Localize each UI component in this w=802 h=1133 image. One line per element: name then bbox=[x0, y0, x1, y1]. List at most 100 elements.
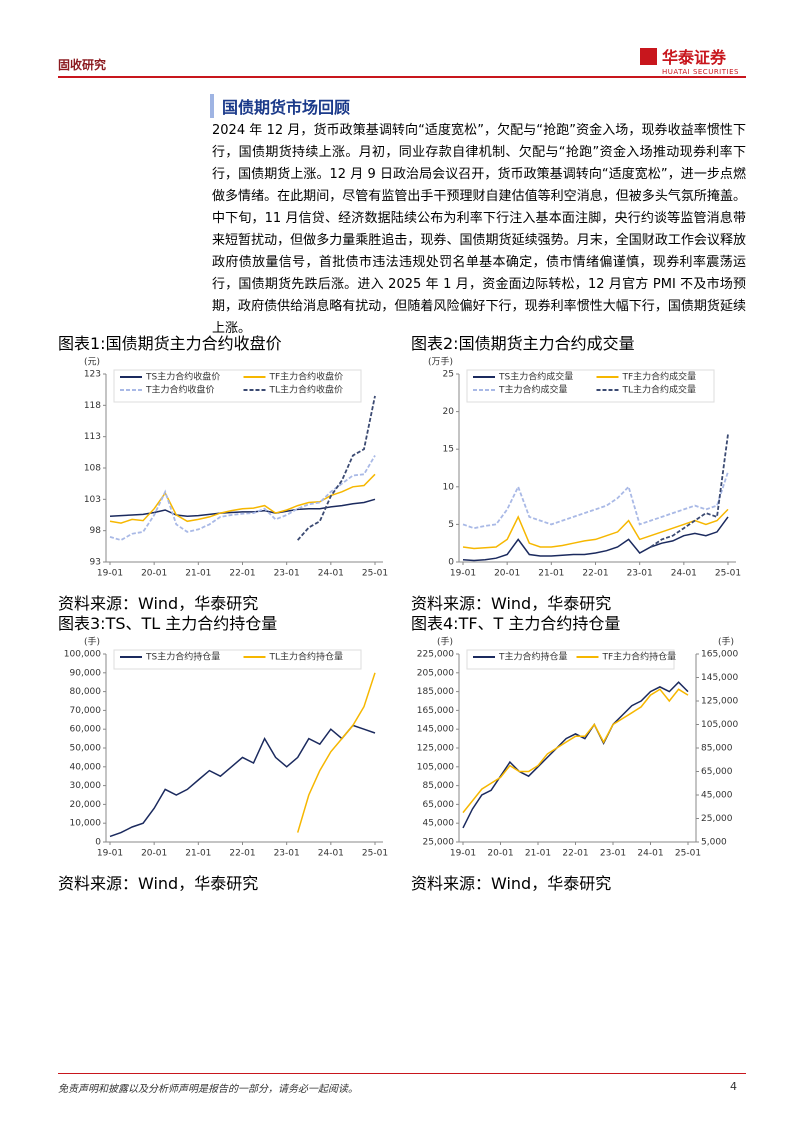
series-line bbox=[462, 681, 689, 829]
x-tick-label: 25-01 bbox=[362, 569, 388, 579]
y-tick-label: 90,000 bbox=[70, 668, 102, 678]
legend-label: TL主力合约收盘价 bbox=[269, 384, 344, 396]
y-tick-label: 60,000 bbox=[70, 725, 102, 735]
y-tick-label: 205,000 bbox=[417, 668, 454, 678]
body-text: 2024 年 12 月，货币政策基调转向“适度宽松”，欠配与“抢跑”资金入场，现… bbox=[212, 123, 746, 336]
y-unit: (手) bbox=[437, 636, 453, 648]
logo: 华泰证券 HUATAI SECURITIES bbox=[640, 44, 739, 76]
series-line bbox=[296, 672, 376, 833]
legend-box bbox=[466, 649, 675, 670]
series-line bbox=[462, 688, 689, 814]
chart-title: TS、TL 主力合约持仓量 bbox=[105, 614, 278, 633]
y-tick-label: 0 bbox=[95, 838, 101, 848]
chart-label: 图表2: bbox=[411, 334, 459, 353]
legend-box bbox=[113, 369, 362, 403]
legend-label: TS主力合约持仓量 bbox=[145, 651, 220, 663]
section-title: 国债期货市场回顾 bbox=[210, 94, 350, 118]
x-tick-label: 20-01 bbox=[487, 849, 513, 859]
chart-label: 图表1: bbox=[58, 334, 106, 353]
footer-rule bbox=[58, 1073, 746, 1074]
x-tick-label: 24-01 bbox=[671, 569, 697, 579]
chart-title: 国债期货主力合约收盘价 bbox=[105, 334, 282, 353]
header-section: 固收研究 bbox=[58, 58, 107, 72]
chart-source: 资料来源：Wind，华泰研究 bbox=[58, 594, 259, 613]
x-tick-label: 21-01 bbox=[185, 849, 211, 859]
series-line bbox=[109, 473, 376, 524]
legend-label: T主力合约成交量 bbox=[498, 384, 568, 396]
series-line bbox=[650, 434, 729, 548]
legend-label: T主力合约收盘价 bbox=[145, 384, 215, 396]
x-tick-label: 23-01 bbox=[274, 569, 300, 579]
y2-tick-label: 65,000 bbox=[701, 767, 733, 777]
x-tick-label: 19-01 bbox=[97, 849, 123, 859]
legend-label: TF主力合约收盘价 bbox=[269, 371, 344, 383]
y-tick-label: 118 bbox=[84, 401, 101, 411]
series-line bbox=[109, 498, 376, 518]
y-tick-label: 145,000 bbox=[417, 725, 454, 735]
legend-box bbox=[113, 649, 362, 670]
series-line bbox=[109, 724, 376, 838]
y2-tick-label: 5,000 bbox=[701, 838, 727, 848]
y-unit: (元) bbox=[84, 358, 100, 368]
y2-unit: (手) bbox=[718, 636, 734, 648]
x-tick-label: 22-01 bbox=[562, 849, 588, 859]
series-line bbox=[462, 508, 729, 550]
series-line bbox=[109, 455, 376, 542]
y2-tick-label: 165,000 bbox=[701, 650, 738, 660]
y-tick-label: 113 bbox=[84, 432, 101, 442]
logo-text: 华泰证券 bbox=[662, 48, 727, 67]
chart-block: 图表4:TF、T 主力合约持仓量 (手) 25,000 45,000 65,000 85,… bbox=[411, 610, 746, 894]
y-tick-label: 0 bbox=[448, 558, 454, 568]
y2-tick-label: 85,000 bbox=[701, 744, 733, 754]
y2-tick-label: 105,000 bbox=[701, 720, 738, 730]
x-tick-label: 23-01 bbox=[627, 569, 653, 579]
y-tick-label: 123 bbox=[84, 370, 101, 380]
x-tick-label: 23-01 bbox=[600, 849, 626, 859]
y2-tick-label: 125,000 bbox=[701, 697, 738, 707]
y-tick-label: 103 bbox=[84, 495, 101, 505]
y-tick-label: 70,000 bbox=[70, 706, 102, 716]
chart-header: 图表4:TF、T 主力合约持仓量 bbox=[411, 610, 746, 634]
chart-title: 国债期货主力合约成交量 bbox=[458, 334, 635, 353]
x-tick-label: 19-01 bbox=[97, 569, 123, 579]
chart-header: 图表2:国债期货主力合约成交量 bbox=[411, 330, 746, 354]
logo-mark bbox=[640, 48, 657, 65]
x-tick-label: 24-01 bbox=[318, 849, 344, 859]
y-unit: (手) bbox=[84, 636, 100, 648]
y-tick-label: 50,000 bbox=[70, 744, 102, 754]
legend-label: TL主力合约成交量 bbox=[622, 384, 697, 396]
chart-source: 资料来源：Wind，华泰研究 bbox=[411, 594, 612, 613]
y-tick-label: 5 bbox=[448, 520, 454, 530]
y-tick-label: 20,000 bbox=[70, 800, 102, 810]
x-tick-label: 21-01 bbox=[185, 569, 211, 579]
y-tick-label: 125,000 bbox=[417, 744, 454, 754]
chart: (万手) 0 5 10 15 20 25 19-01 20-01 21-01 22-01 23-01 2… bbox=[428, 356, 741, 579]
chart-block: 图表2:国债期货主力合约成交量 (万手) 0 5 10 15 20 25 19-01 20-01 2… bbox=[411, 330, 746, 614]
legend-label: TF主力合约成交量 bbox=[622, 371, 697, 383]
y-tick-label: 20 bbox=[443, 407, 455, 417]
y-tick-label: 25,000 bbox=[423, 838, 455, 848]
x-tick-label: 19-01 bbox=[450, 849, 476, 859]
x-tick-label: 23-01 bbox=[274, 849, 300, 859]
legend-label: TF主力合约持仓量 bbox=[602, 651, 677, 663]
chart-header: 图表3:TS、TL 主力合约持仓量 bbox=[58, 610, 393, 634]
x-tick-label: 20-01 bbox=[494, 569, 520, 579]
y-unit: (万手) bbox=[428, 356, 453, 368]
chart-label: 图表3: bbox=[58, 614, 106, 633]
y2-tick-label: 25,000 bbox=[701, 814, 733, 824]
y2-tick-label: 45,000 bbox=[701, 791, 733, 801]
chart-header: 图表1:国债期货主力合约收盘价 bbox=[58, 330, 393, 354]
chart: (元) 93 98 103 108 113 118 123 19-01 20-01 21-01 22-… bbox=[84, 358, 388, 579]
y-tick-label: 10,000 bbox=[70, 819, 102, 829]
x-tick-label: 22-01 bbox=[229, 849, 255, 859]
x-tick-label: 25-01 bbox=[675, 849, 701, 859]
series-line bbox=[462, 471, 729, 530]
x-tick-label: 25-01 bbox=[362, 849, 388, 859]
chart: (手) 0 10,000 20,000 30,000 40,000 50,000 60,000… bbox=[64, 636, 388, 859]
x-tick-label: 22-01 bbox=[582, 569, 608, 579]
y2-tick-label: 145,000 bbox=[701, 673, 738, 683]
chart-label: 图表4: bbox=[411, 614, 459, 633]
y-tick-label: 98 bbox=[90, 526, 102, 536]
y-tick-label: 225,000 bbox=[417, 650, 454, 660]
